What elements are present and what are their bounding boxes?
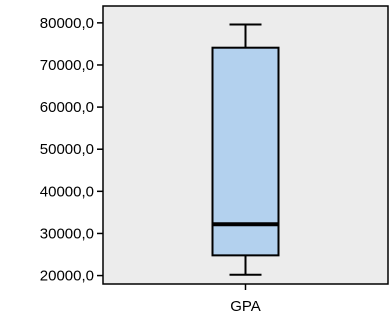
x-category-label: GPA (230, 298, 261, 315)
box-group (211, 23, 280, 276)
x-axis: GPA (230, 284, 261, 315)
y-tick-label: 60000,0 (40, 99, 94, 116)
y-tick-label: 80000,0 (40, 15, 94, 32)
y-tick-label: 40000,0 (40, 183, 94, 200)
boxes (211, 23, 280, 276)
y-tick-label: 50000,0 (40, 141, 94, 158)
y-tick-label: 20000,0 (40, 268, 94, 285)
y-axis: 20000,0 30000,0 40000,0 50000,0 60000,0 70000… (40, 15, 103, 285)
y-tick-label: 30000,0 (40, 225, 94, 242)
y-tick-label: 70000,0 (40, 57, 94, 74)
iqr-box (211, 46, 280, 257)
